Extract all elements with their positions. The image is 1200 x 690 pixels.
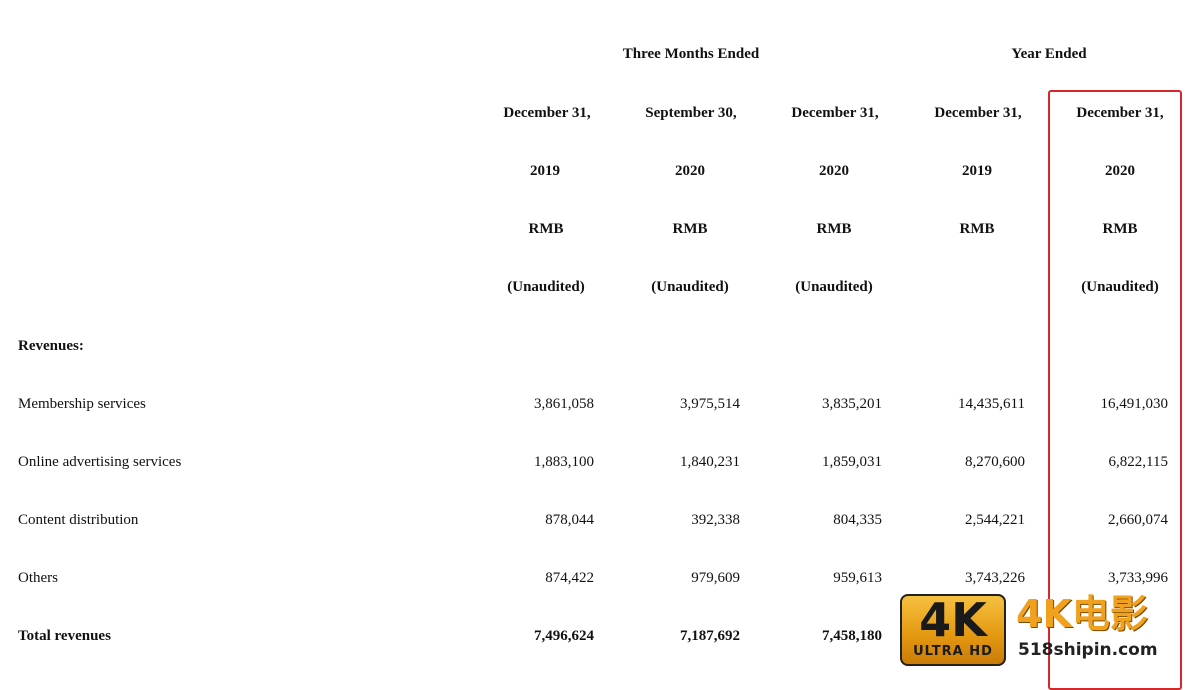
row-label: Content distribution — [18, 512, 139, 528]
table-cell: 959,613 — [833, 570, 882, 586]
table-cell: 2,544,221 — [965, 512, 1025, 528]
table-cell: 6,822,115 — [1108, 454, 1168, 470]
col-header-line1: September 30, — [645, 105, 737, 121]
col-header-line1: December 31, — [503, 105, 591, 121]
table-cell: 3,835,201 — [822, 396, 882, 412]
table-cell: 2,660,074 — [1108, 512, 1168, 528]
row-label: Membership services — [18, 396, 146, 412]
col-header-line3: RMB — [672, 221, 708, 237]
col-header-line1: December 31, — [1076, 105, 1164, 121]
section-label-revenues: Revenues: — [18, 338, 84, 354]
col-header-line4: (Unaudited) — [1081, 279, 1159, 295]
col-header-line4: (Unaudited) — [651, 279, 729, 295]
watermark-title: 4K电影 — [1016, 592, 1148, 636]
group-header-three-months: Three Months Ended — [622, 46, 760, 62]
watermark-url: 518shipin.com — [1018, 640, 1158, 660]
table-cell: 392,338 — [691, 512, 740, 528]
table-cell: 3,733,996 — [1108, 570, 1168, 586]
table-cell: 8,270,600 — [965, 454, 1025, 470]
table-cell: 3,743,226 — [965, 570, 1025, 586]
table-cell: 1,859,031 — [822, 454, 882, 470]
col-header-line1: December 31, — [934, 105, 1022, 121]
table-cell: 3,861,058 — [534, 396, 594, 412]
table-cell: 7,496,624 — [534, 628, 594, 644]
table-cell: 3,975,514 — [680, 396, 740, 412]
table-cell: 7,187,692 — [680, 628, 740, 644]
col-header-line3: RMB — [1102, 221, 1138, 237]
table-cell: 804,335 — [833, 512, 882, 528]
col-header-line4: (Unaudited) — [507, 279, 585, 295]
row-label: Others — [18, 570, 58, 586]
col-header-line3: RMB — [959, 221, 995, 237]
col-header-line4: (Unaudited) — [795, 279, 873, 295]
watermark-badge-main: 4K — [919, 593, 987, 647]
table-cell: 14,435,611 — [958, 396, 1025, 412]
row-label: Online advertising services — [18, 454, 182, 470]
col-header-line1: December 31, — [791, 105, 879, 121]
col-header-line2: 2019 — [530, 163, 560, 179]
table-cell: 1,840,231 — [680, 454, 740, 470]
table-cell: 7,458,180 — [822, 628, 882, 644]
row-label: Total revenues — [18, 628, 111, 644]
table-cell: 874,422 — [545, 570, 594, 586]
table-cell: 878,044 — [545, 512, 594, 528]
col-header-line3: RMB — [816, 221, 852, 237]
group-header-year: Year Ended — [1011, 46, 1087, 62]
col-header-line2: 2020 — [1105, 163, 1135, 179]
col-header-line3: RMB — [528, 221, 564, 237]
watermark-badge: 4K ULTRA HD — [900, 594, 1006, 666]
col-header-line2: 2020 — [675, 163, 705, 179]
table-cell: 16,491,030 — [1100, 396, 1169, 412]
watermark-badge-sub: ULTRA HD — [913, 644, 993, 659]
col-header-line2: 2020 — [819, 163, 849, 179]
watermark: 4K ULTRA HD 4K电影 518shipin.com — [898, 592, 1200, 672]
table-cell: 979,609 — [691, 570, 740, 586]
col-header-line2: 2019 — [962, 163, 992, 179]
table-cell: 1,883,100 — [534, 454, 594, 470]
